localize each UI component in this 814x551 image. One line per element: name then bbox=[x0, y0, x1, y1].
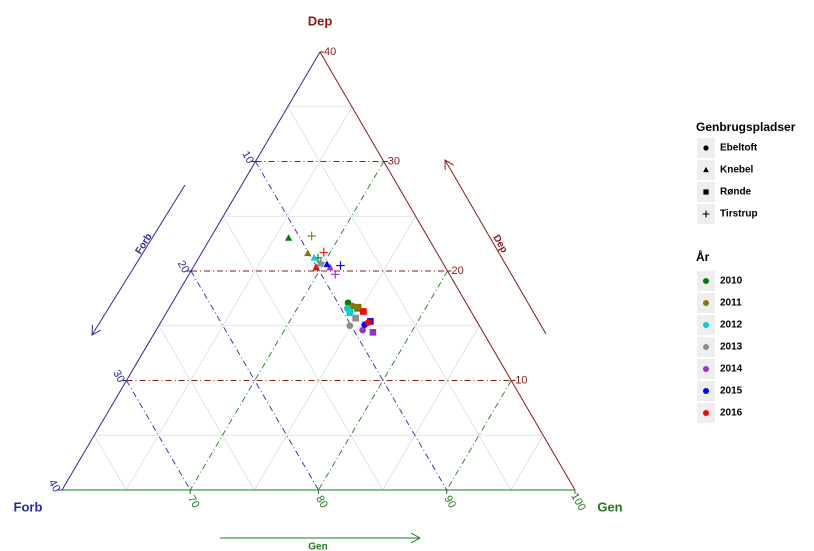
point bbox=[352, 314, 359, 322]
legend-marker bbox=[703, 388, 709, 394]
point bbox=[307, 231, 316, 241]
points bbox=[284, 231, 377, 336]
forb-tick-label: 40 bbox=[46, 478, 63, 495]
minor-grid-line bbox=[93, 435, 127, 491]
legend-marker bbox=[703, 189, 709, 195]
dep-title: Dep bbox=[308, 13, 333, 28]
point bbox=[360, 308, 367, 315]
legend-marker bbox=[703, 278, 709, 284]
point bbox=[284, 234, 293, 241]
grid bbox=[93, 106, 544, 491]
forb-arrow bbox=[92, 184, 186, 335]
major-grid-line bbox=[318, 270, 448, 491]
forb-tick-label: 10 bbox=[239, 149, 256, 166]
point bbox=[330, 269, 340, 279]
legend-label: 2013 bbox=[720, 342, 743, 353]
minor-grid-line bbox=[510, 435, 544, 491]
minor-grid-line bbox=[158, 325, 255, 491]
dep-tick-label: 30 bbox=[388, 155, 400, 167]
point bbox=[365, 319, 372, 326]
gen-tick-label: 100 bbox=[568, 491, 588, 513]
legend-marker bbox=[703, 166, 709, 173]
legend-label: 2011 bbox=[720, 298, 742, 309]
gen-arrow-label: Gen bbox=[308, 542, 327, 551]
minor-grid-line bbox=[382, 325, 480, 491]
legend-marker bbox=[703, 366, 709, 372]
legend-label: 2015 bbox=[720, 386, 743, 397]
legend-label: 2012 bbox=[720, 320, 743, 331]
gen-tick-label: 70 bbox=[185, 494, 202, 511]
gen-tick-label: 90 bbox=[442, 494, 459, 511]
forb-tick-label: 30 bbox=[110, 368, 127, 385]
minor-grid-line bbox=[125, 106, 353, 491]
legend-label: Ebeltoft bbox=[720, 143, 758, 154]
legend-title: År bbox=[696, 249, 710, 264]
major-grid-line bbox=[126, 380, 191, 491]
point bbox=[369, 329, 377, 336]
dep-tick-label: 10 bbox=[515, 374, 527, 386]
major-lines bbox=[126, 161, 512, 491]
legend-marker bbox=[703, 145, 709, 151]
legend-marker bbox=[703, 322, 709, 328]
minor-grid-line bbox=[254, 216, 416, 491]
major-grid-line bbox=[446, 380, 512, 491]
dep-arrow bbox=[445, 160, 547, 335]
point bbox=[346, 322, 354, 330]
gen-tick-label: 80 bbox=[313, 494, 330, 511]
major-grid-line bbox=[189, 161, 385, 491]
dep-tick-label: 40 bbox=[324, 46, 336, 58]
legend-label: Knebel bbox=[720, 165, 754, 176]
point bbox=[323, 260, 331, 268]
minor-grid-line bbox=[222, 216, 383, 491]
legend-label: 2010 bbox=[720, 276, 743, 287]
gen-title: Gen bbox=[597, 499, 622, 514]
legend-label: Rønde bbox=[720, 187, 752, 198]
point bbox=[336, 261, 345, 270]
point bbox=[359, 326, 366, 334]
legend-title: Genbrugspladser bbox=[696, 120, 796, 134]
legend-marker bbox=[702, 210, 710, 218]
point bbox=[346, 309, 354, 316]
legend-label: 2016 bbox=[720, 408, 743, 419]
minor-grid-line bbox=[287, 106, 512, 491]
point bbox=[304, 249, 312, 257]
forb-arrow-label: Forb bbox=[134, 232, 155, 257]
point bbox=[310, 253, 318, 261]
legend-label: 2014 bbox=[720, 364, 743, 375]
forb-title: Forb bbox=[14, 499, 43, 514]
point bbox=[354, 303, 362, 311]
point bbox=[319, 248, 329, 257]
point bbox=[312, 263, 320, 271]
major-grid-line bbox=[255, 161, 448, 491]
forb-tick-label: 20 bbox=[175, 259, 192, 276]
legend-label: Tirstrup bbox=[720, 209, 758, 220]
legend-marker bbox=[703, 344, 709, 350]
legend-marker bbox=[703, 410, 709, 416]
point bbox=[349, 302, 356, 310]
legend-marker bbox=[703, 300, 709, 306]
major-grid-line bbox=[190, 270, 319, 491]
dep-tick-label: 20 bbox=[452, 265, 464, 277]
